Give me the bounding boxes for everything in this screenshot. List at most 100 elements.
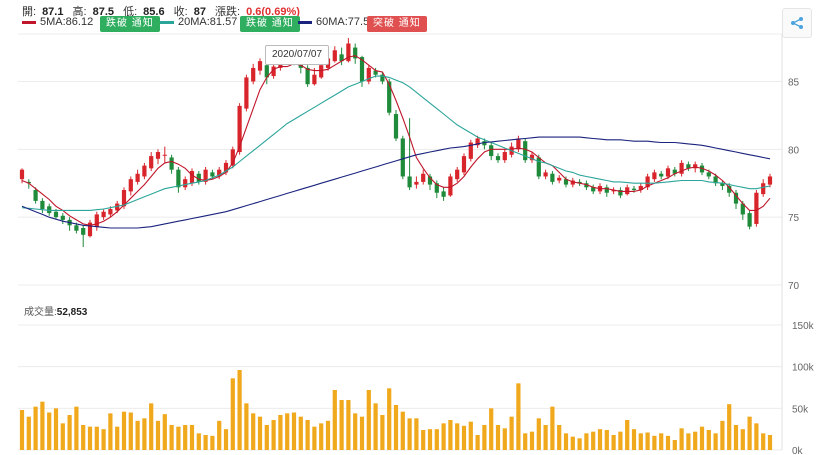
candle-body [217, 169, 222, 177]
candle-body [618, 190, 623, 196]
volume-bar [686, 433, 691, 450]
candle-body [536, 157, 541, 177]
volume-bar [638, 433, 643, 450]
volume-bar [584, 433, 589, 450]
candle-body [584, 183, 589, 188]
volume-tick-label: 0k [792, 446, 804, 455]
candle-body [427, 176, 433, 185]
volume-bar [94, 426, 99, 450]
volume-bar [672, 440, 677, 450]
candle-body [176, 169, 181, 188]
candle-body [115, 203, 120, 211]
volume-bar [19, 410, 25, 450]
volume-bar [81, 425, 86, 450]
candle-body [529, 154, 535, 161]
volume-bar [251, 413, 256, 450]
volume-bar [740, 429, 745, 450]
volume-bar [502, 428, 507, 450]
candle-body [155, 152, 161, 159]
candle-body [550, 173, 555, 182]
candle-body [740, 203, 745, 215]
candle-body [169, 157, 174, 170]
volume-bar [346, 400, 351, 450]
candle-body [203, 169, 208, 182]
candle-body [679, 162, 684, 174]
volume-bar [203, 435, 208, 450]
volume-bar [591, 431, 596, 450]
candle-body [652, 172, 657, 180]
volume-bar [155, 420, 161, 450]
volume-tick-label: 100k [792, 363, 815, 374]
candle-body [312, 74, 317, 85]
candle-body [631, 188, 637, 191]
ma60-alert-button[interactable]: 突破 通知 [367, 16, 427, 32]
candle-body [713, 176, 718, 184]
candle-body [502, 152, 507, 161]
volume-bar [618, 431, 623, 450]
candle-body [33, 190, 38, 201]
volume-bar [543, 425, 548, 450]
candle-body [645, 176, 650, 188]
ma5-alert-button[interactable]: 跌破 通知 [100, 16, 160, 32]
price-tick-label: 80 [788, 145, 800, 156]
close-label: 收: 87 [173, 6, 206, 18]
volume-bar [720, 420, 725, 450]
candle-body [135, 173, 140, 182]
candle-body [672, 169, 677, 174]
candle-body [591, 187, 596, 192]
volume-bar [169, 425, 174, 450]
candle-body [400, 138, 405, 177]
candle-body [516, 138, 521, 150]
volume-bar [414, 418, 419, 450]
candle-body [727, 185, 732, 193]
candle-body [332, 50, 337, 62]
candle-body [60, 215, 65, 220]
candle-body [264, 65, 269, 78]
ma20-label: 20MA:81.57 [178, 16, 238, 28]
candle-body [101, 211, 106, 218]
candle-body [393, 114, 399, 139]
candle-body [366, 67, 371, 82]
candle-body [210, 172, 215, 177]
candle-body [659, 173, 664, 177]
volume-bar [101, 429, 106, 450]
volume-bar [264, 425, 269, 450]
share-button[interactable] [782, 8, 812, 38]
candle-body [380, 74, 385, 82]
candle-body [638, 185, 643, 191]
volume-bar [557, 425, 562, 450]
candle-body [81, 228, 86, 235]
candle-body [183, 179, 188, 188]
volume-bar [149, 403, 154, 450]
candle-body [359, 57, 365, 82]
volume-bar [516, 383, 521, 450]
volume-bar [87, 426, 93, 450]
candle-body [441, 191, 446, 197]
volume-bar [325, 420, 331, 450]
candle-body [706, 172, 711, 177]
volume-bar [536, 418, 541, 450]
candle-body [162, 154, 167, 156]
candle-body [244, 77, 249, 109]
candle-body [434, 183, 439, 193]
candle-body [754, 192, 759, 224]
volume-bar [597, 429, 603, 450]
candle-body [40, 200, 45, 210]
volume-bar [312, 426, 317, 450]
ma5-label: 5MA:86.12 [40, 16, 94, 28]
volume-bar [448, 420, 453, 450]
ma20-alert-button[interactable]: 跌破 通知 [240, 16, 300, 32]
high-label: 高: 87.5 [72, 6, 115, 18]
volume-readout: 成交量:52,853 [24, 307, 88, 318]
volume-bar [489, 408, 494, 450]
candle-body [414, 181, 419, 185]
volume-bar [421, 430, 426, 450]
volume-bar [706, 430, 711, 450]
candle-body [543, 172, 548, 177]
volume-bar [523, 433, 528, 450]
volume-bar [285, 413, 290, 450]
volume-tick-label: 50k [792, 404, 809, 415]
volume-bar [196, 433, 201, 450]
volume-bar [434, 429, 439, 450]
